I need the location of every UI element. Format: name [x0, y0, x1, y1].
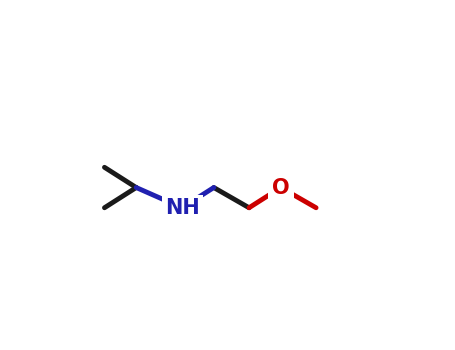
- Text: O: O: [272, 177, 289, 197]
- Text: NH: NH: [165, 198, 199, 218]
